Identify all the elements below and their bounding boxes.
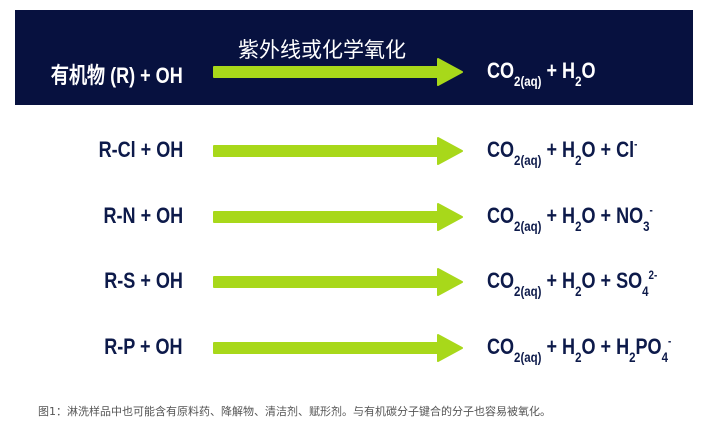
header-product: CO2(aq) + H2O	[487, 58, 596, 89]
header-banner	[15, 10, 693, 105]
arrow-icon	[213, 203, 463, 231]
reaction-condition: 紫外线或化学氧化	[238, 38, 406, 62]
products: CO2(aq) + H2O + SO42-	[487, 268, 658, 299]
products: CO2(aq) + H2O + Cl-	[487, 137, 638, 168]
arrow-icon	[213, 58, 463, 86]
reactant: R-P + OH	[104, 334, 183, 359]
figure-caption: 图1：淋洗样品中也可能含有原料药、降解物、清洁剂、赋形剂。与有机碳分子键合的分子…	[38, 405, 551, 418]
arrow-icon	[213, 334, 463, 362]
header-reactant: 有机物 (R) + OH	[51, 63, 183, 88]
products: CO2(aq) + H2O + NO3-	[487, 203, 653, 234]
arrow-icon	[213, 268, 463, 296]
arrow-icon	[213, 137, 463, 165]
products: CO2(aq) + H2O + H2PO4-	[487, 334, 672, 365]
reactant: R-N + OH	[103, 203, 183, 228]
reactant: R-Cl + OH	[98, 137, 183, 162]
reactant: R-S + OH	[104, 268, 183, 293]
